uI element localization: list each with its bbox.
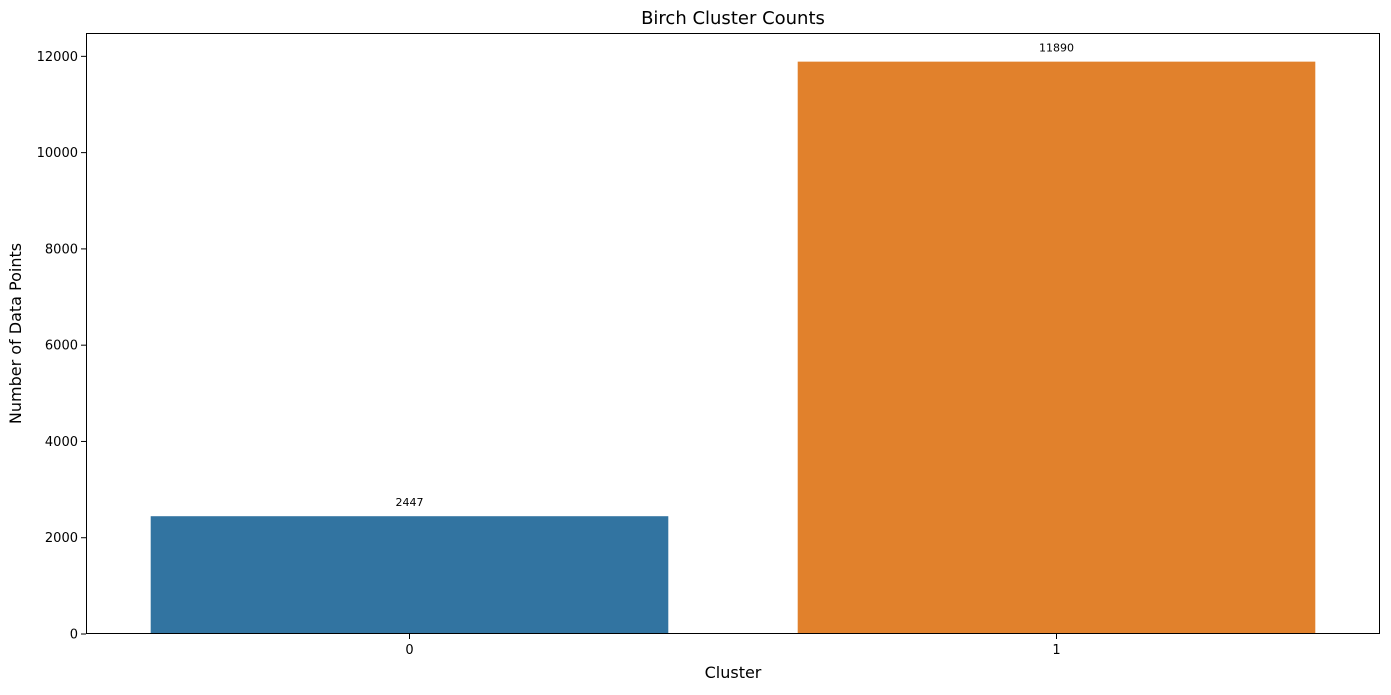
bars-group	[150, 61, 1316, 635]
y-tick-label: 4000	[45, 435, 78, 450]
x-tick-label: 0	[405, 643, 413, 658]
bar-cluster-1	[797, 61, 1316, 635]
y-tick-label: 2000	[45, 531, 78, 546]
bar-value-label: 2447	[396, 496, 424, 509]
x-tick-label: 1	[1052, 643, 1060, 658]
plot-area-frame	[86, 33, 1380, 634]
bar-value-label: 11890	[1039, 42, 1074, 55]
y-tick-label: 8000	[45, 242, 78, 257]
chart-title: Birch Cluster Counts	[641, 8, 825, 29]
y-tick-label: 10000	[37, 146, 78, 161]
y-axis-label: Number of Data Points	[6, 243, 25, 424]
y-axis-ticks: 0 2000 4000 6000 8000 10000 12000	[37, 50, 86, 643]
x-axis-label: Cluster	[705, 663, 762, 682]
y-tick-label: 12000	[37, 50, 78, 65]
y-tick-label: 6000	[45, 339, 78, 354]
bar-cluster-0	[150, 516, 669, 634]
y-tick-label: 0	[70, 628, 78, 643]
bar-labels-group: 2447 11890	[396, 42, 1075, 510]
